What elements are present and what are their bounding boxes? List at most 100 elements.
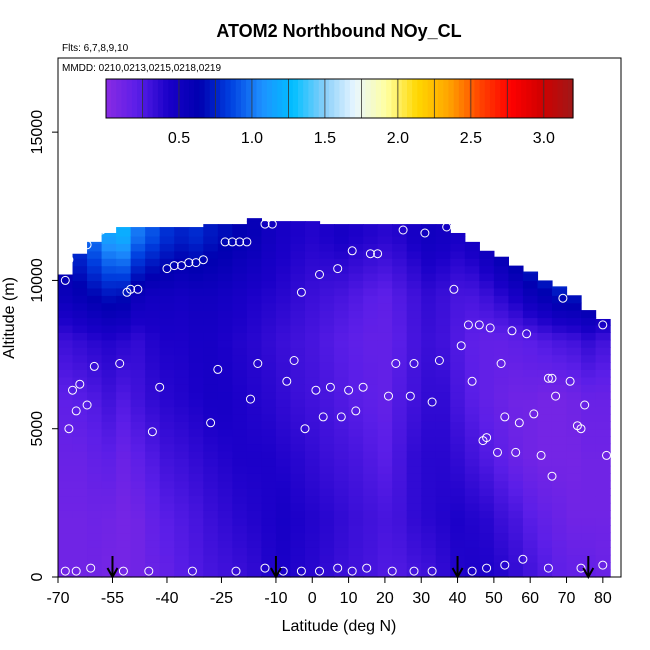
field-cell <box>72 354 88 363</box>
field-cell <box>246 384 263 393</box>
field-cell <box>116 287 132 296</box>
field-cell <box>392 369 408 378</box>
observation-point <box>133 284 143 294</box>
field-cell <box>159 391 175 400</box>
field-cell <box>58 317 74 326</box>
colorbar-segment <box>396 79 403 118</box>
field-cell <box>334 488 350 497</box>
field-cell <box>493 361 509 370</box>
field-cell <box>58 399 74 408</box>
field-cell <box>537 302 553 311</box>
field-cell <box>116 302 132 311</box>
field-cell <box>566 317 582 326</box>
field-cell <box>551 443 568 452</box>
field-cell <box>537 354 553 363</box>
colorbar-segment <box>204 79 211 118</box>
field-cell <box>450 488 466 497</box>
field-cell <box>581 436 597 445</box>
field-cell <box>377 399 393 408</box>
observation-point <box>60 275 70 285</box>
field-cell <box>522 525 539 534</box>
field-cell <box>464 443 480 452</box>
field-cell <box>174 443 190 452</box>
field-cell <box>304 347 321 356</box>
observation-point <box>543 373 553 383</box>
field-cell <box>261 443 277 452</box>
field-cell <box>464 347 480 356</box>
field-cell <box>246 502 263 511</box>
field-cell <box>581 376 597 385</box>
field-cell <box>130 502 146 511</box>
field-cell <box>348 562 364 571</box>
observation-point <box>260 563 270 573</box>
field-cell <box>522 332 539 341</box>
field-cell <box>145 399 161 408</box>
x-tick-label: 40 <box>449 590 467 607</box>
field-cell <box>551 562 568 571</box>
colorbar-segment <box>464 79 470 118</box>
field-cell <box>435 436 451 445</box>
field-cell <box>130 547 146 556</box>
field-cell <box>421 443 437 452</box>
colorbar-segment <box>292 79 299 118</box>
field-cell <box>203 502 219 511</box>
field-cell <box>363 539 379 548</box>
field-cell <box>188 554 204 563</box>
field-cell <box>87 399 103 408</box>
field-cell <box>145 280 161 289</box>
field-cell <box>58 361 74 370</box>
field-cell <box>464 428 480 437</box>
field-cell <box>595 554 611 563</box>
field-cell <box>87 310 103 319</box>
field-cell <box>87 547 103 556</box>
field-cell <box>406 273 422 282</box>
field-cell <box>145 361 161 370</box>
field-cell <box>174 547 190 556</box>
field-cell <box>406 495 422 504</box>
field-cell <box>377 488 393 497</box>
field-cell <box>116 458 132 467</box>
field-cell <box>377 532 393 541</box>
field-cell <box>130 310 146 319</box>
field-cell <box>319 399 335 408</box>
field-cell <box>304 324 321 333</box>
field-cell <box>116 450 132 459</box>
field-cell <box>246 235 263 244</box>
field-cell <box>246 473 263 482</box>
field-cell <box>595 339 611 348</box>
observation-point <box>71 566 81 576</box>
field-cell <box>174 354 190 363</box>
field-cell <box>217 317 233 326</box>
field-cell <box>581 450 597 459</box>
colorbar-segment <box>282 79 289 118</box>
field-cell <box>522 287 539 296</box>
field-cell <box>537 332 553 341</box>
field-cell <box>203 354 219 363</box>
field-cell <box>392 465 408 474</box>
field-cell <box>464 295 480 304</box>
field-cell <box>334 302 350 311</box>
field-cell <box>145 273 161 282</box>
observation-point <box>347 566 357 576</box>
field-cell <box>290 488 306 497</box>
field-cell <box>348 517 364 526</box>
field-cell <box>363 547 379 556</box>
field-cell <box>304 488 321 497</box>
field-cell <box>159 450 175 459</box>
field-cell <box>87 354 103 363</box>
field-cell <box>232 317 248 326</box>
field-cell <box>188 310 204 319</box>
field-cell <box>363 369 379 378</box>
observation-point <box>296 287 306 297</box>
field-cell <box>450 273 466 282</box>
field-cell <box>101 450 117 459</box>
field-cell <box>217 421 233 430</box>
field-cell <box>421 495 437 504</box>
field-cell <box>188 235 204 244</box>
observation-point <box>514 418 524 428</box>
field-cell <box>232 339 248 348</box>
observation-point <box>227 237 237 247</box>
field-cell <box>435 243 451 252</box>
field-cell <box>479 450 495 459</box>
field-cell <box>72 302 88 311</box>
